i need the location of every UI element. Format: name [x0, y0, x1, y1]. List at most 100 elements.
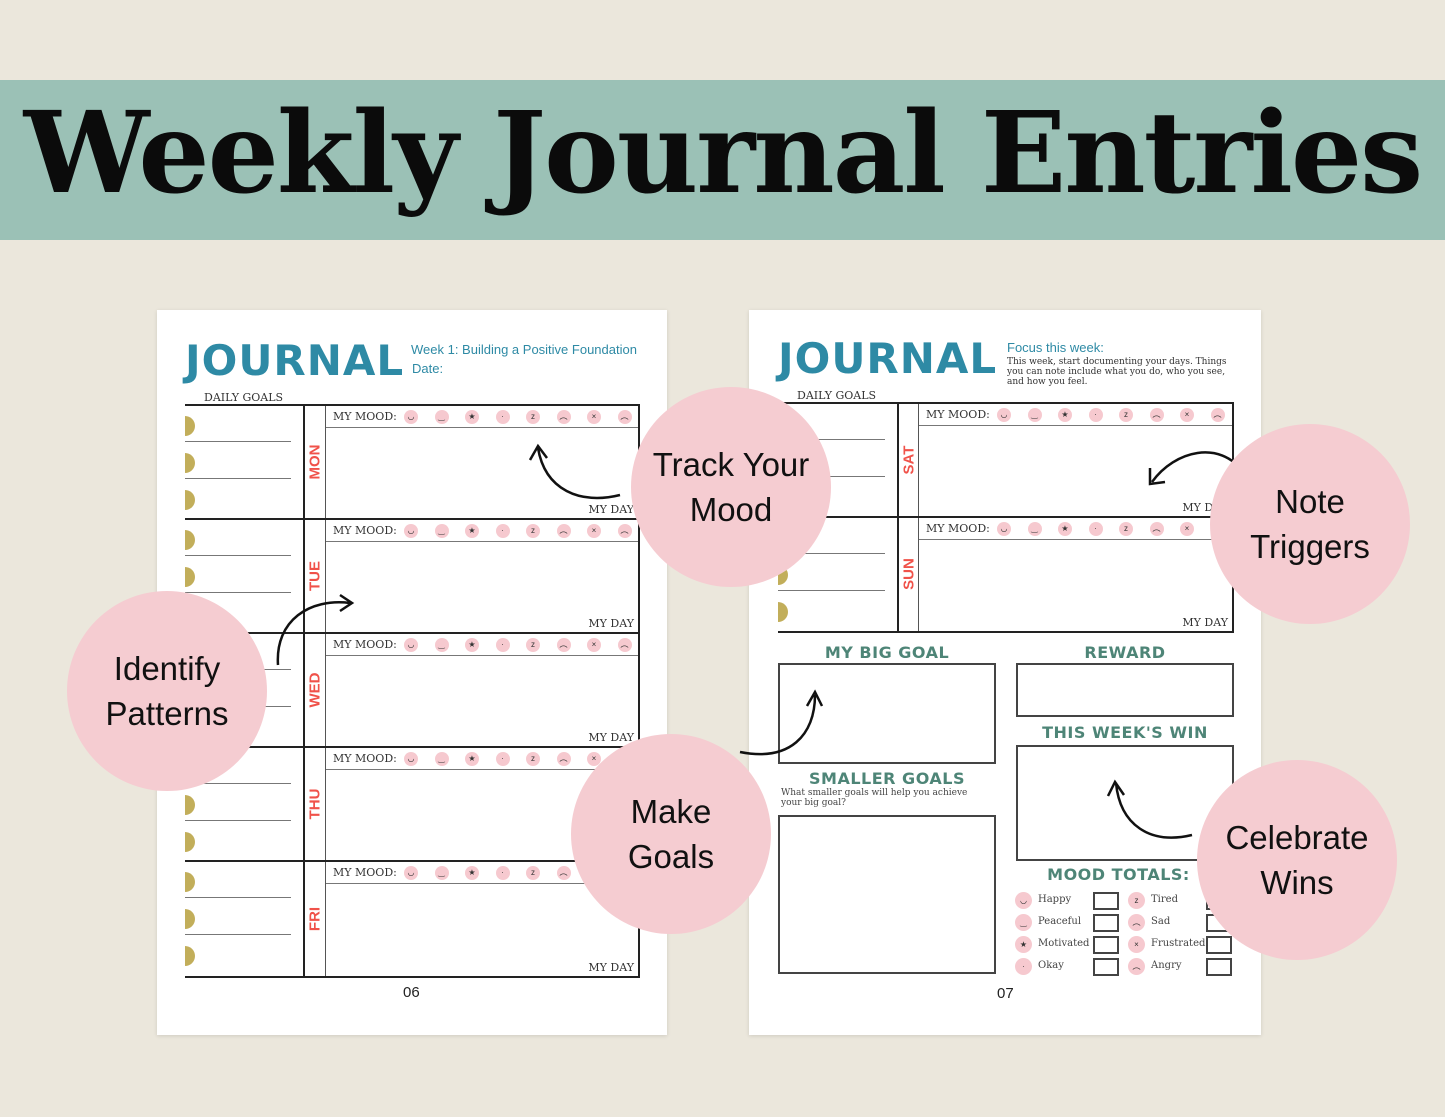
journal-title: JOURNAL: [185, 336, 405, 385]
mood-label: MY MOOD:: [333, 866, 397, 879]
goal-bullet-icon: [185, 795, 195, 815]
happy-face-icon[interactable]: ◡: [997, 521, 1011, 536]
mood-total-box[interactable]: [1093, 892, 1119, 910]
mood-bar: MY MOOD:◡‿★·z︵×︵: [326, 520, 638, 542]
my-day-label: MY DAY: [1182, 616, 1228, 629]
day-label: SAT: [897, 404, 919, 516]
focus-label: Focus this week:: [1007, 340, 1104, 355]
day-label: SUN: [897, 517, 919, 631]
goal-line[interactable]: [185, 820, 291, 821]
tired-face-icon[interactable]: z: [1119, 408, 1133, 422]
frustrated-face-icon[interactable]: ×: [587, 524, 601, 538]
motivated-face-icon[interactable]: ★: [465, 752, 479, 766]
okay-face-icon[interactable]: ·: [1088, 521, 1103, 536]
goal-line[interactable]: [185, 555, 291, 556]
goal-line[interactable]: [778, 439, 885, 440]
peaceful-face-icon[interactable]: ‿: [434, 638, 449, 652]
goal-line[interactable]: [185, 897, 291, 898]
my-day-label: MY DAY: [588, 961, 634, 974]
goal-line[interactable]: [185, 592, 291, 593]
okay-face-icon[interactable]: ·: [1088, 408, 1103, 422]
angry-face-icon[interactable]: ︵: [1210, 408, 1225, 422]
frustrated-face-icon[interactable]: ×: [1180, 521, 1194, 536]
motivated-face-icon[interactable]: ★: [1058, 521, 1072, 536]
frustrated-face-icon[interactable]: ×: [587, 638, 601, 652]
angry-face-icon[interactable]: ︵: [617, 638, 632, 652]
motivated-face-icon[interactable]: ★: [465, 638, 479, 652]
peaceful-face-icon[interactable]: ‿: [1027, 521, 1042, 536]
tired-face-icon[interactable]: z: [526, 866, 540, 880]
goal-line[interactable]: [185, 441, 291, 442]
tired-face-icon[interactable]: z: [526, 638, 540, 652]
peaceful-face-icon[interactable]: ‿: [1027, 408, 1042, 422]
goal-line[interactable]: [778, 552, 885, 554]
happy-face-icon[interactable]: ◡: [404, 638, 418, 652]
goal-bullet-icon: [185, 453, 195, 473]
mood-total-label: Peaceful: [1038, 916, 1082, 927]
frustrated-face-icon[interactable]: ×: [1180, 408, 1194, 422]
goal-line[interactable]: [185, 478, 291, 479]
angry-face-icon[interactable]: ︵: [617, 410, 632, 424]
peaceful-face-icon[interactable]: ‿: [434, 752, 449, 766]
mood-total-box[interactable]: [1093, 936, 1119, 954]
day-entry[interactable]: MY MOOD: ◡ ‿ ★ · z ︵ × ︵ MY DAY: [326, 520, 640, 632]
tired-face-icon[interactable]: z: [526, 752, 540, 766]
goal-line[interactable]: [185, 783, 291, 784]
happy-face-icon[interactable]: ◡: [404, 752, 418, 766]
smaller-goals-heading: SMALLER GOALS: [809, 769, 965, 788]
day-row-tue: TUE MY MOOD: ◡ ‿ ★ · z ︵ × ︵ MY DAY: [185, 520, 640, 634]
okay-face-icon[interactable]: ·: [495, 752, 510, 766]
tired-face-icon[interactable]: z: [526, 410, 540, 424]
motivated-face-icon[interactable]: ★: [1058, 408, 1072, 422]
tired-face-icon[interactable]: z: [1119, 521, 1133, 536]
okay-face-icon[interactable]: ·: [495, 866, 510, 880]
sad-face-icon[interactable]: ︵: [1149, 408, 1164, 422]
mood-label: MY MOOD:: [926, 521, 990, 535]
big-goal-box[interactable]: [778, 663, 996, 764]
motivated-face-icon[interactable]: ★: [465, 410, 479, 424]
mood-total-box[interactable]: [1093, 914, 1119, 932]
happy-face-icon[interactable]: ◡: [404, 524, 418, 538]
smaller-goals-box[interactable]: [778, 815, 996, 974]
okay-face-icon[interactable]: ·: [495, 410, 510, 424]
mood-bar: MY MOOD:◡‿★·z︵×︵: [326, 862, 638, 884]
motivated-face-icon[interactable]: ★: [465, 866, 479, 880]
happy-face-icon[interactable]: ◡: [404, 410, 418, 424]
peaceful-face-icon[interactable]: ‿: [434, 410, 449, 424]
mood-total-label: Frustrated: [1151, 938, 1206, 949]
my-day-label: MY DAY: [588, 731, 634, 744]
goal-line[interactable]: [185, 934, 291, 935]
goal-line[interactable]: [778, 476, 885, 477]
mood-total-box[interactable]: [1093, 958, 1119, 976]
okay-face-icon[interactable]: ·: [495, 524, 510, 538]
day-entry[interactable]: MY MOOD: ◡ ‿ ★ · z ︵ × ︵ MY DAY: [326, 634, 640, 746]
mood-total-box[interactable]: [1206, 958, 1232, 976]
peaceful-face-icon: ‿: [1015, 914, 1032, 931]
mood-total-label: Motivated: [1038, 938, 1090, 949]
sad-face-icon[interactable]: ︵: [556, 524, 571, 538]
sad-face-icon[interactable]: ︵: [556, 410, 571, 424]
day-entry[interactable]: MY MOOD: ◡ ‿ ★ · z ︵ × ︵ MY DAY: [326, 406, 640, 518]
mood-total-box[interactable]: [1206, 936, 1232, 954]
okay-face-icon[interactable]: ·: [495, 638, 510, 652]
happy-face-icon[interactable]: ◡: [997, 408, 1011, 422]
goal-bullet-icon: [185, 416, 195, 436]
sad-face-icon[interactable]: ︵: [556, 866, 571, 880]
sad-face-icon[interactable]: ︵: [556, 638, 571, 652]
motivated-face-icon[interactable]: ★: [465, 524, 479, 538]
peaceful-face-icon[interactable]: ‿: [434, 524, 449, 538]
sad-face-icon[interactable]: ︵: [556, 752, 571, 766]
peaceful-face-icon[interactable]: ‿: [434, 866, 449, 880]
frustrated-face-icon[interactable]: ×: [587, 752, 601, 766]
okay-face-icon: ·: [1015, 958, 1032, 975]
sad-face-icon[interactable]: ︵: [1149, 521, 1164, 536]
big-goal-heading: MY BIG GOAL: [824, 643, 950, 662]
angry-face-icon[interactable]: ︵: [617, 524, 632, 538]
reward-box[interactable]: [1016, 663, 1234, 717]
callout-note-triggers: Note Triggers: [1210, 424, 1410, 624]
tired-face-icon[interactable]: z: [526, 524, 540, 538]
goal-line[interactable]: [778, 589, 885, 591]
goal-bullet-icon: [185, 946, 195, 966]
happy-face-icon[interactable]: ◡: [404, 866, 418, 880]
frustrated-face-icon[interactable]: ×: [587, 410, 601, 424]
